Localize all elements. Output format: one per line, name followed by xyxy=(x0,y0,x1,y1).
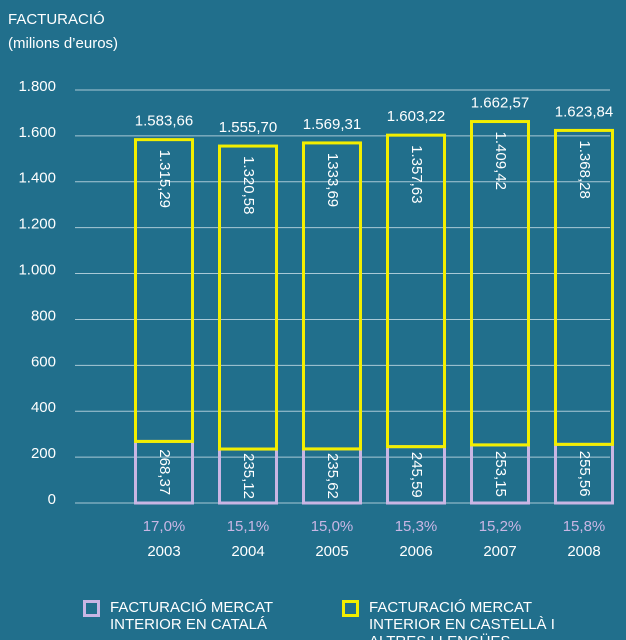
y-tick-label: 1.200 xyxy=(18,216,56,233)
value-label: 268,37 xyxy=(156,449,173,495)
x-tick-label: 2006 xyxy=(399,543,432,560)
value-label: 1333,69 xyxy=(324,153,341,207)
y-tick-label: 1.400 xyxy=(18,170,56,187)
y-tick-label: 0 xyxy=(48,491,56,508)
x-tick-label: 2008 xyxy=(567,543,600,560)
y-tick-label: 800 xyxy=(31,307,56,324)
value-label: 235,62 xyxy=(324,453,341,499)
legend-label: FACTURACIÓ MERCAT INTERIOR EN CATALÁ xyxy=(110,599,273,633)
value-label: 235,12 xyxy=(240,453,257,499)
share-label: 15,0% xyxy=(311,518,354,535)
total-label: 1.603,22 xyxy=(387,108,445,125)
bar-segment xyxy=(302,141,362,451)
x-tick-label: 2007 xyxy=(483,543,516,560)
y-tick-label: 1.000 xyxy=(18,262,56,279)
y-tick-label: 1.600 xyxy=(18,124,56,141)
total-label: 1.662,57 xyxy=(471,95,529,112)
legend-swatch xyxy=(83,600,100,617)
y-tick-label: 200 xyxy=(31,445,56,462)
value-label: 253,15 xyxy=(492,451,509,497)
legend-swatch xyxy=(342,600,359,617)
bar-segment xyxy=(554,128,614,446)
share-label: 15,1% xyxy=(227,518,270,535)
chart-title: FACTURACIÓ xyxy=(8,11,105,28)
x-tick-label: 2005 xyxy=(315,543,348,560)
value-label: 1.315,29 xyxy=(156,150,173,208)
share-label: 15,3% xyxy=(395,518,438,535)
bar-segment xyxy=(470,120,530,447)
share-label: 15,8% xyxy=(563,518,606,535)
total-label: 1.569,31 xyxy=(303,116,361,133)
x-tick-label: 2003 xyxy=(147,543,180,560)
y-tick-label: 400 xyxy=(31,399,56,416)
total-label: 1.583,66 xyxy=(135,113,193,130)
value-label: 1.368,28 xyxy=(576,140,593,198)
total-label: 1.555,70 xyxy=(219,119,277,136)
bar-segment xyxy=(218,144,278,451)
share-label: 15,2% xyxy=(479,518,522,535)
value-label: 1.409,42 xyxy=(492,132,509,190)
value-label: 255,56 xyxy=(576,451,593,497)
x-tick-label: 2004 xyxy=(231,543,264,560)
value-label: 245,59 xyxy=(408,452,425,498)
share-label: 17,0% xyxy=(143,518,186,535)
total-label: 1.623,84 xyxy=(555,103,613,120)
legend-label: FACTURACIÓ MERCAT INTERIOR EN CASTELLÀ I… xyxy=(369,599,555,640)
value-label: 1.320,58 xyxy=(240,156,257,214)
chart-subtitle: (milions d’euros) xyxy=(8,35,118,52)
y-tick-label: 600 xyxy=(31,353,56,370)
y-tick-label: 1.800 xyxy=(18,78,56,95)
bar-segment xyxy=(134,138,194,443)
bar-segment xyxy=(386,133,446,449)
value-label: 1.357,63 xyxy=(408,145,425,203)
